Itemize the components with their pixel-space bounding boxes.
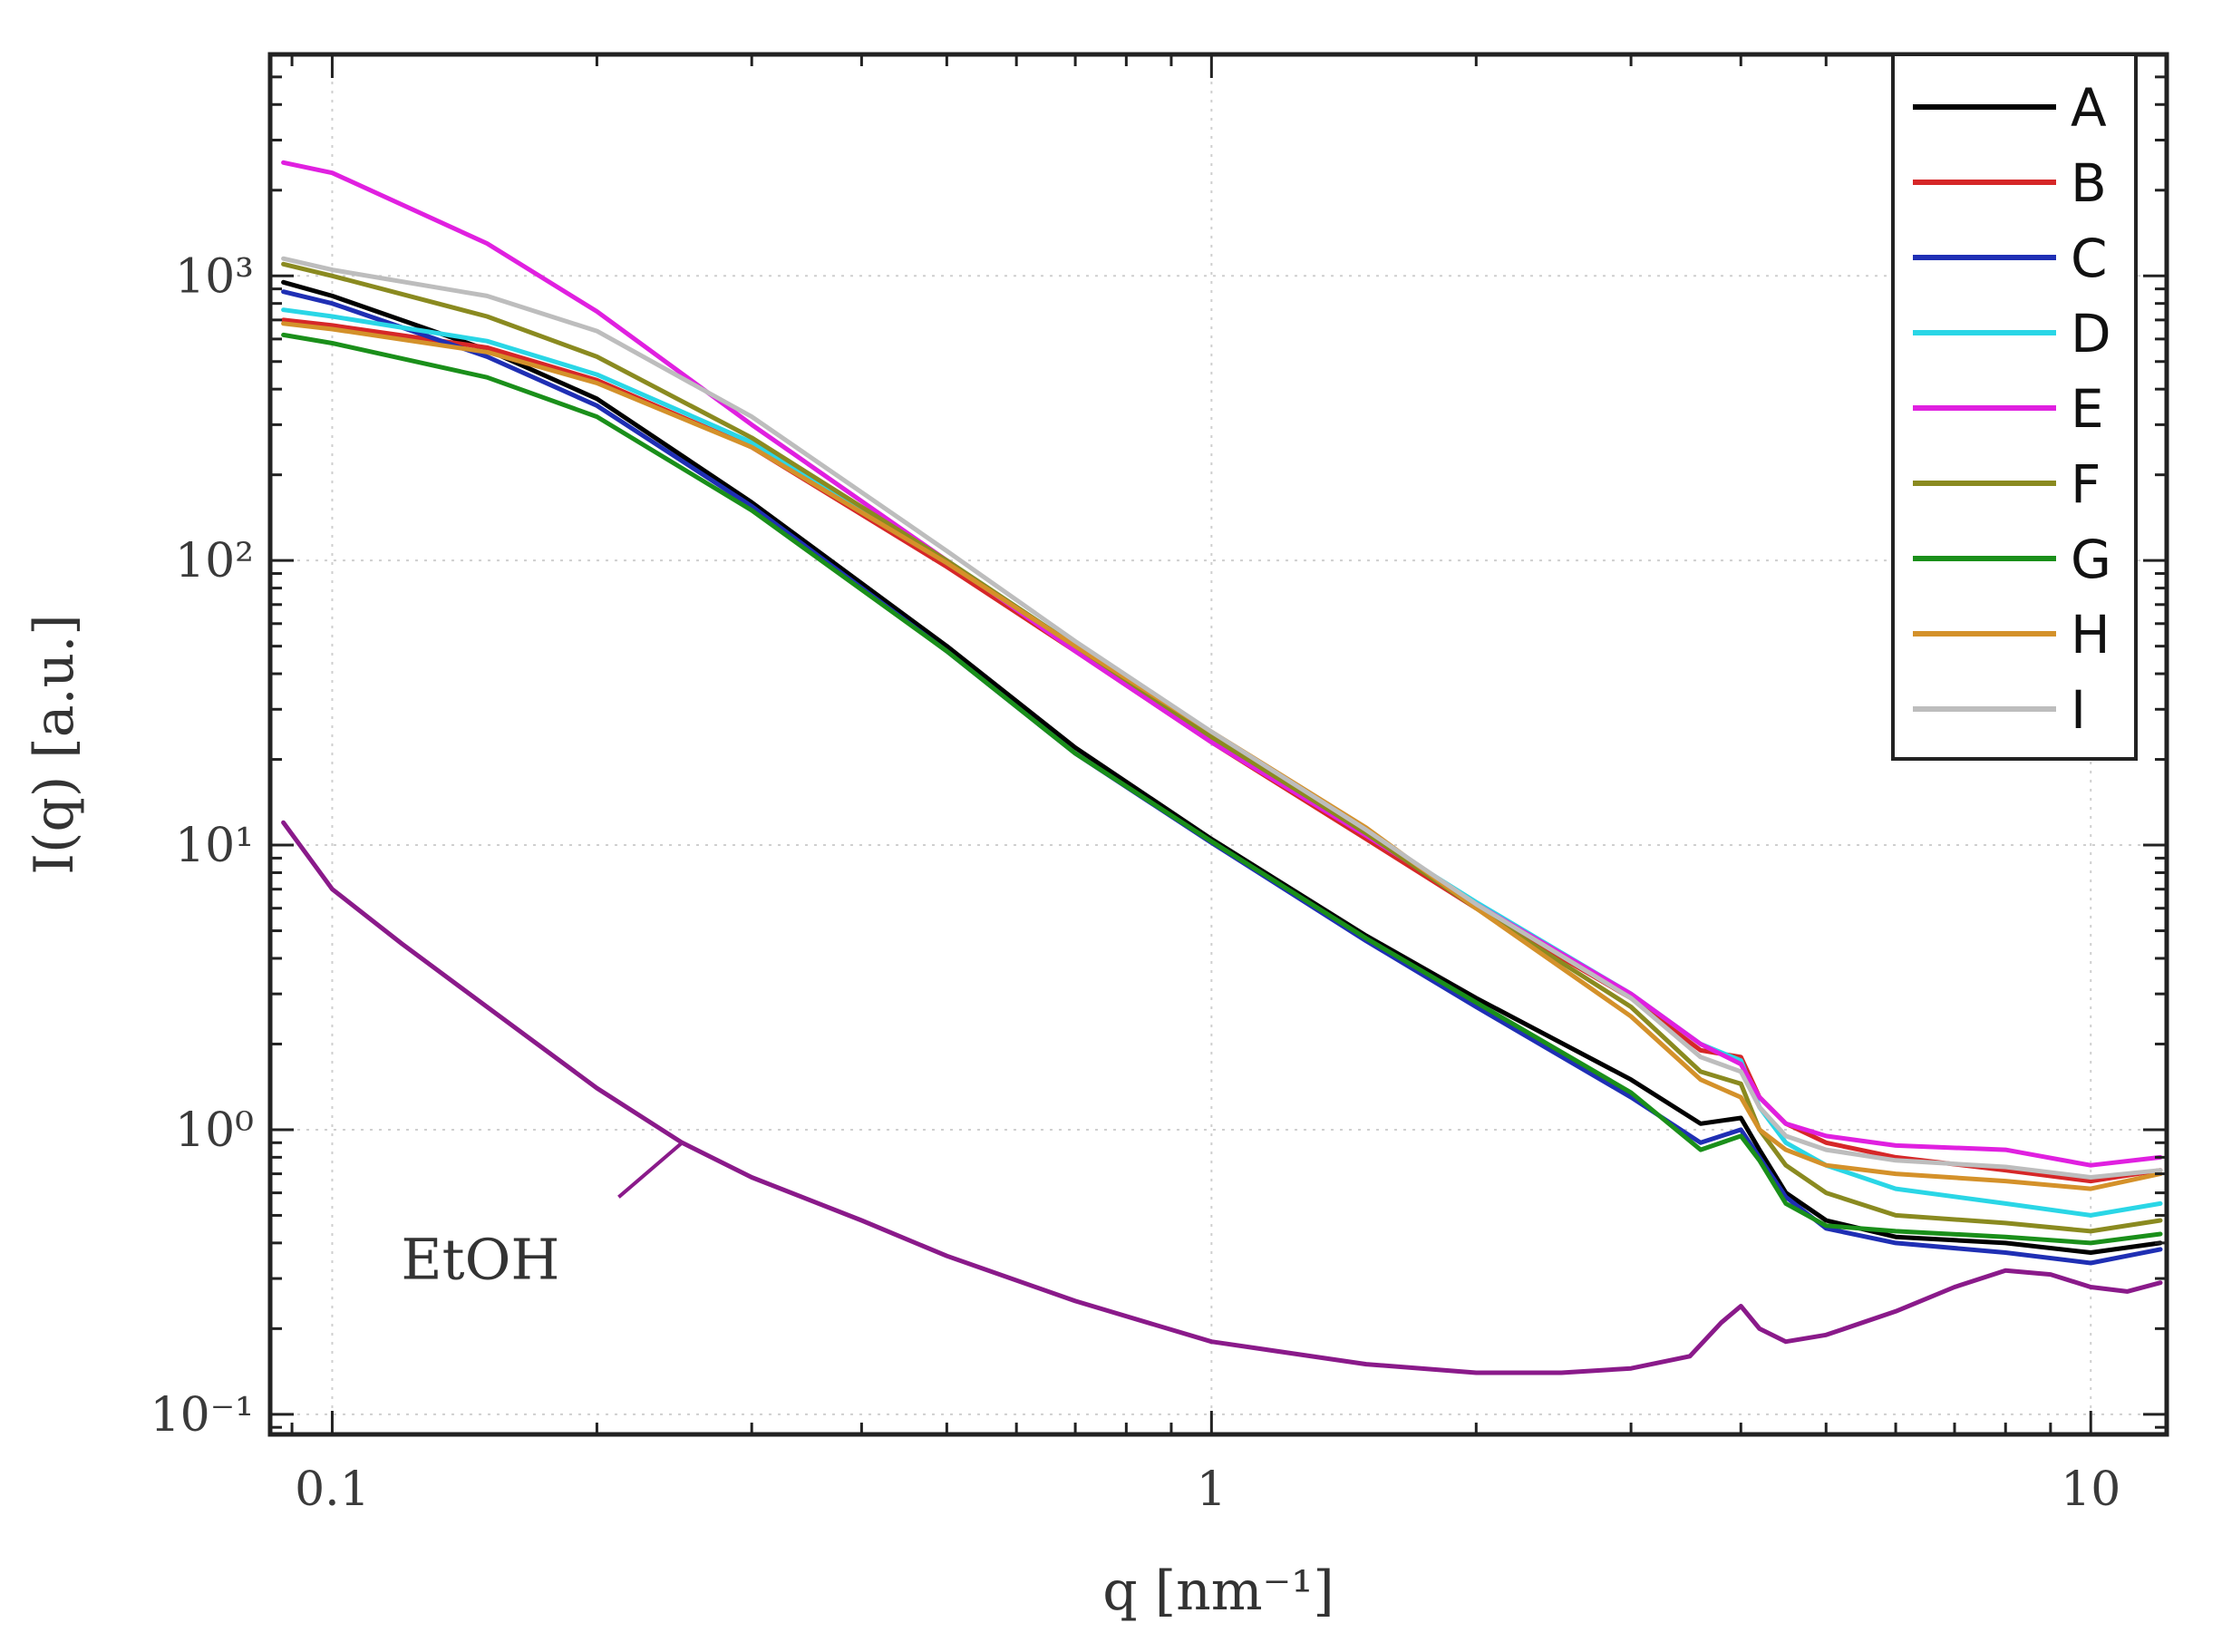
y-tick-label: 10³ bbox=[175, 249, 254, 304]
legend-label-h: H bbox=[2071, 604, 2110, 666]
annotation-layer: EtOH bbox=[401, 1141, 684, 1292]
y-tick-label: 10¹ bbox=[175, 819, 254, 873]
y-tick-label: 10⁰ bbox=[175, 1103, 254, 1158]
annotation-pointer bbox=[617, 1141, 684, 1199]
legend-label-e: E bbox=[2071, 378, 2104, 440]
tick-layer: 0.1 1 10 10⁻¹ 10⁰ 10¹ 10² 10³ bbox=[150, 54, 2167, 1517]
x-tick-label: 0.1 bbox=[295, 1463, 370, 1517]
annotation-label-etoh: EtOH bbox=[401, 1226, 559, 1292]
series-line-a bbox=[281, 279, 2163, 1255]
legend-label-f: F bbox=[2071, 453, 2101, 515]
series-layer bbox=[281, 160, 2163, 1375]
series-line-e bbox=[281, 160, 2163, 1168]
legend-label-c: C bbox=[2071, 228, 2108, 289]
series-line-h bbox=[281, 321, 2163, 1191]
legend-label-b: B bbox=[2071, 152, 2107, 214]
plot-frame bbox=[267, 52, 2169, 1437]
x-axis-title: q [nm⁻¹] bbox=[1102, 1560, 1334, 1623]
y-tick-label: 10² bbox=[175, 534, 254, 588]
series-line-g bbox=[281, 332, 2163, 1246]
y-tick-label: 10⁻¹ bbox=[150, 1388, 254, 1443]
series-line-f bbox=[281, 261, 2163, 1234]
legend-label-i: I bbox=[2071, 679, 2086, 741]
series-line-etoh bbox=[281, 820, 2163, 1375]
x-tick-label: 10 bbox=[2061, 1463, 2120, 1517]
series-line-c bbox=[281, 289, 2163, 1266]
series-line-i bbox=[281, 256, 2163, 1180]
series-line-d bbox=[281, 307, 2163, 1218]
legend-label-a: A bbox=[2071, 77, 2107, 139]
legend-label-g: G bbox=[2071, 529, 2111, 590]
y-axis-title: I(q) [a.u.] bbox=[23, 614, 86, 874]
legend-label-d: D bbox=[2071, 303, 2111, 364]
x-tick-label: 1 bbox=[1197, 1463, 1227, 1517]
